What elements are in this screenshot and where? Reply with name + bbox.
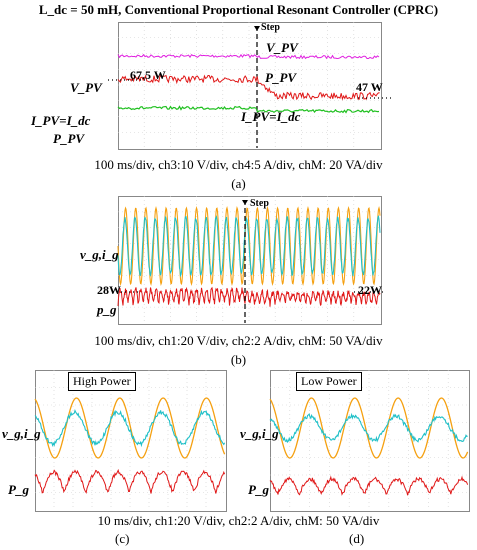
letter-b: (b) <box>230 352 247 367</box>
vgig-label-b: v_g,i_g <box>80 247 119 262</box>
power-after-a: 47 W <box>356 80 383 94</box>
pg-trace <box>269 475 469 496</box>
pg-label-b: p_g <box>97 302 117 317</box>
low-power-box: Low Power <box>296 372 362 391</box>
vg-trace <box>269 397 469 459</box>
caption-a: 100 ms/div, ch3:10 V/div, ch4:5 A/div, c… <box>94 157 383 172</box>
ipv-trace <box>117 105 380 114</box>
pg-label-c: P_g <box>8 482 29 497</box>
ppv-mid-label: P_PV <box>265 70 297 85</box>
ipv-mid-label: I_PV=I_dc <box>241 109 301 124</box>
waveforms-b <box>113 200 384 323</box>
high-power-box: High Power <box>68 372 136 391</box>
figure-title: L_dc = 50 mH, Conventional Proportional … <box>38 2 439 17</box>
step-marker-arrow <box>242 200 248 205</box>
ppv-trace <box>117 74 380 101</box>
letter-d: (d) <box>349 531 365 546</box>
step-label-b: Step <box>250 198 269 209</box>
scope-panel-a <box>118 22 382 150</box>
ig-trace <box>269 412 468 444</box>
vg-trace <box>34 397 226 459</box>
waveforms-a <box>108 26 393 148</box>
ipv-left-label: I_PV=I_dc <box>31 113 91 128</box>
step-marker-arrow <box>254 26 260 31</box>
ig-trace <box>34 409 226 448</box>
pg-trace <box>117 286 381 307</box>
scope-grid-a <box>118 22 380 148</box>
scope-grid-d <box>270 370 468 510</box>
pg-label-d: P_g <box>248 482 269 497</box>
step-label-a: Step <box>261 22 280 33</box>
vgig-label-d: v_g,i_g <box>240 426 279 441</box>
ppv-left-label: P_PV <box>53 131 85 146</box>
power-before-a: 67.5 W <box>130 68 166 82</box>
vgig-label-c: v_g,i_g <box>2 426 41 441</box>
scope-panel-d <box>270 370 470 512</box>
power-after-b: 22W <box>358 283 382 297</box>
vpv-top-label: V_PV <box>266 40 298 55</box>
vpv-trace <box>117 53 380 60</box>
waveforms-d <box>269 397 469 496</box>
caption-b: 100 ms/div, ch1:20 V/div, ch2:2 A/div, c… <box>94 333 383 348</box>
caption-cd: 10 ms/div, ch1:20 V/div, ch2:2 A/div, ch… <box>97 513 380 528</box>
ig-trace <box>117 215 381 278</box>
letter-c: (c) <box>115 531 130 546</box>
pg-trace <box>34 468 226 494</box>
power-before-b: 28W <box>97 283 121 297</box>
waveforms-c <box>34 397 226 494</box>
letter-a: (a) <box>231 176 246 191</box>
vpv-left-label: V_PV <box>70 80 102 95</box>
